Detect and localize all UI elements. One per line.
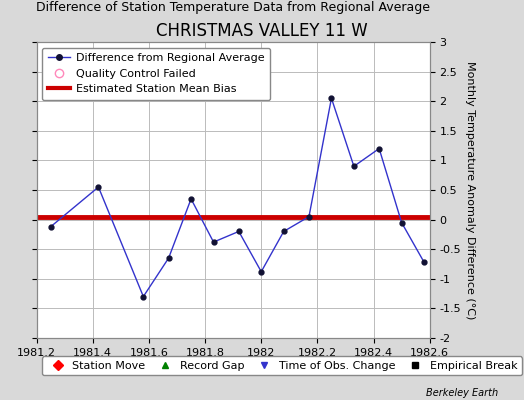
Text: Berkeley Earth: Berkeley Earth xyxy=(425,388,498,398)
Text: CHRISTMAS VALLEY 11 W: CHRISTMAS VALLEY 11 W xyxy=(156,22,368,40)
Legend: Station Move, Record Gap, Time of Obs. Change, Empirical Break: Station Move, Record Gap, Time of Obs. C… xyxy=(42,356,522,375)
Title: Difference of Station Temperature Data from Regional Average: Difference of Station Temperature Data f… xyxy=(36,2,430,14)
Y-axis label: Monthly Temperature Anomaly Difference (°C): Monthly Temperature Anomaly Difference (… xyxy=(465,61,475,319)
